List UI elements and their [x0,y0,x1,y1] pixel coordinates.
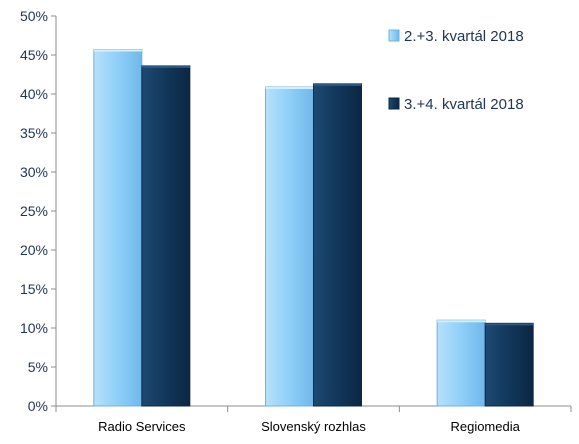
bar-series-1-regiomedia [436,319,486,407]
y-tick-label: 0% [28,398,48,414]
bar-series-1-radio-services [93,49,143,407]
legend-label: 3.+4. kvartál 2018 [404,96,524,113]
legend-label: 2.+3. kvartál 2018 [404,28,524,45]
bar-series-2-regiomedia [484,322,534,407]
y-tick-label: 35% [20,125,48,141]
x-tick-label: Regiomedia [450,419,520,434]
y-tick-label: 45% [20,47,48,63]
y-tick-label: 5% [28,359,48,375]
y-tick-label: 50% [20,8,48,24]
legend-swatch [388,97,400,110]
y-axis: 0% 5% 10% 15% 20% 25% 30% 35% 40% 45% 50% [20,8,57,414]
bar-series-1-slovensk-rozhlas [265,86,314,407]
y-tick-label: 25% [20,203,48,219]
bar-series-2-radio-services [141,65,191,407]
legend-swatch [388,29,400,42]
bar-series-2-slovensk-rozhlas [313,83,362,407]
bars-group [93,49,534,407]
y-tick-label: 30% [20,164,48,180]
y-tick-label: 20% [20,242,48,258]
y-tick-label: 40% [20,86,48,102]
x-axis: Radio Services Slovenský rozhlas Regiomedi… [55,405,572,434]
y-tick-label: 15% [20,281,48,297]
legend: 2.+3. kvartál 2018 3.+4. kvartál 2018 [388,28,524,113]
x-tick-label: Slovenský rozhlas [261,419,366,434]
x-tick-label: Radio Services [98,419,186,434]
y-tick-label: 10% [20,320,48,336]
